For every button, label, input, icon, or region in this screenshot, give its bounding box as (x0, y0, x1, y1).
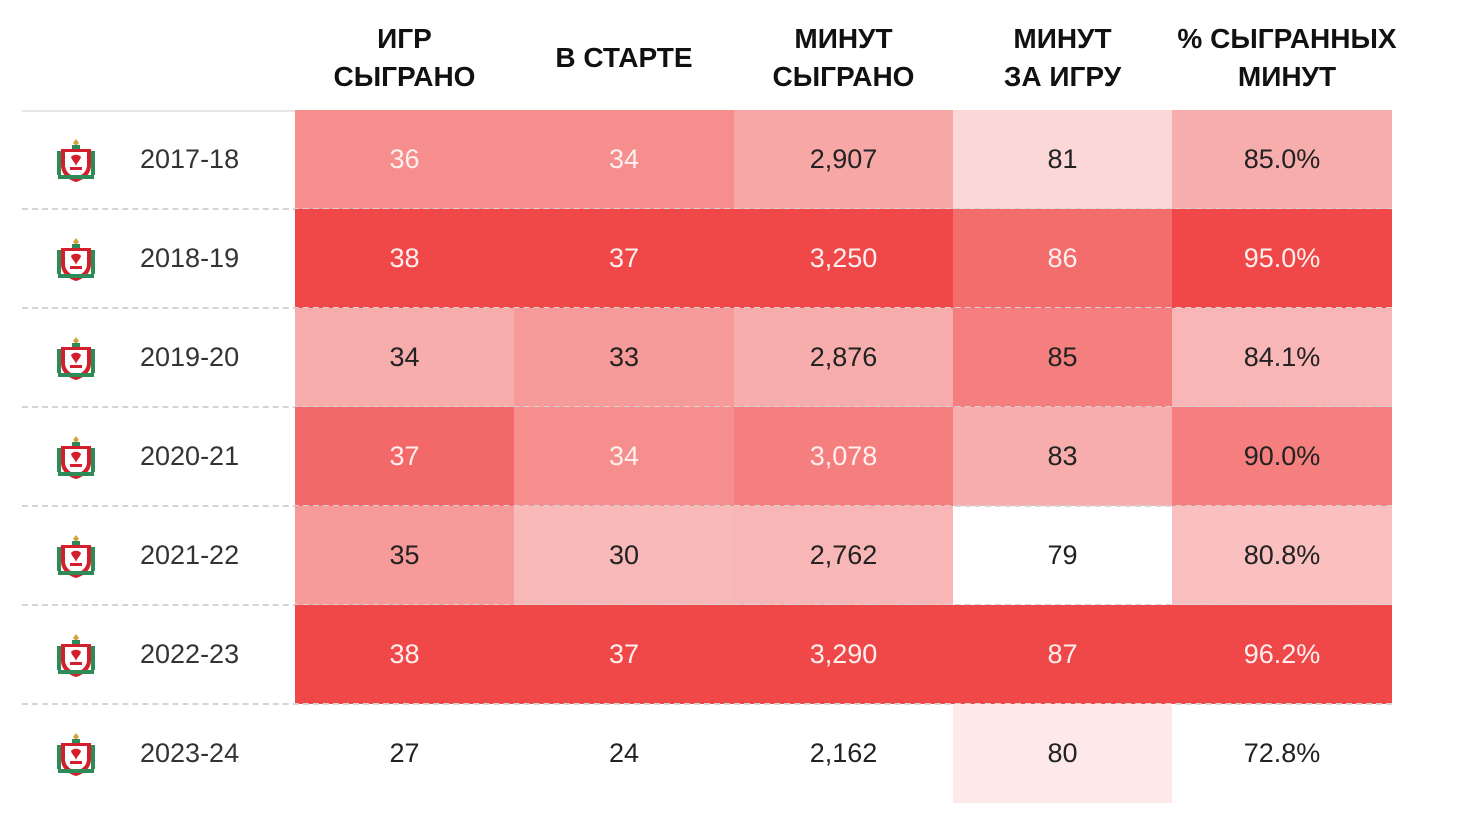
heat-cell-pct: 90.0% (1172, 407, 1392, 506)
liverpool-crest-icon (55, 434, 97, 480)
liverpool-crest-icon (55, 632, 97, 678)
heat-cell-per_game: 86 (953, 209, 1172, 308)
table-row: 2017-18 36 34 2,907 81 85.0% (0, 110, 1460, 209)
season-label: 2018-19 (140, 243, 240, 273)
row-divider (22, 703, 1392, 705)
heat-cell-minutes: 2,162 (809, 738, 878, 768)
column-header-played: ИГР СЫГРАНО (333, 23, 476, 92)
liverpool-crest-icon (55, 533, 97, 579)
heat-cell-pct: 80.8% (1172, 506, 1392, 605)
table-row: 2022-23 38 37 3,290 87 96.2% (0, 605, 1460, 704)
season-label: 2022-23 (140, 639, 240, 669)
heat-cell-per_game: 85 (953, 308, 1172, 407)
heat-cell-minutes: 3,078 (734, 407, 953, 506)
heat-cell-minutes: 2,907 (734, 110, 953, 209)
season-label: 2017-18 (140, 144, 240, 174)
table-row: 2019-20 34 33 2,876 85 84.1% (0, 308, 1460, 407)
liverpool-crest-icon (55, 335, 97, 381)
heat-cell-pct: 95.0% (1172, 209, 1392, 308)
table-row: 2021-22 35 30 2,762 79 80.8% (0, 506, 1460, 605)
heat-cell-pct: 84.1% (1172, 308, 1392, 407)
heat-cell-started: 34 (514, 407, 734, 506)
heat-cell-played: 37 (295, 407, 514, 506)
heat-cell-pct: 96.2% (1172, 605, 1392, 704)
heat-cell-started: 37 (514, 605, 734, 704)
heat-cell-started: 24 (608, 738, 640, 768)
heat-cell-per_game: 87 (953, 605, 1172, 704)
heat-cell-per_game: 83 (953, 407, 1172, 506)
heat-cell-started: 30 (514, 506, 734, 605)
table-row: 2020-21 37 34 3,078 83 90.0% (0, 407, 1460, 506)
season-label: 2019-20 (140, 342, 240, 372)
heat-cell-pct: 72.8% (1243, 738, 1321, 768)
liverpool-crest-icon (55, 137, 97, 183)
heat-cell-started: 33 (514, 308, 734, 407)
heat-cell-per_game: 81 (953, 110, 1172, 209)
heat-cell-played: 27 (389, 738, 420, 768)
heat-cell-started: 37 (514, 209, 734, 308)
heat-cell-per_game: 79 (1047, 540, 1078, 570)
heat-cell-minutes: 3,290 (734, 605, 953, 704)
column-header-started: В СТАРТЕ (555, 42, 693, 73)
column-header-minutes: МИНУТ СЫГРАНО (772, 23, 915, 92)
season-label: 2021-22 (140, 540, 240, 570)
table-header: ИГР СЫГРАНО В СТАРТЕ МИНУТ СЫГРАНО МИНУТ… (0, 0, 1460, 110)
liverpool-crest-icon (55, 236, 97, 282)
heat-cell-played: 35 (295, 506, 514, 605)
heat-cell-minutes: 2,876 (734, 308, 953, 407)
heat-cell-played: 38 (295, 209, 514, 308)
heat-cell-minutes: 3,250 (734, 209, 953, 308)
heat-cell-played: 36 (295, 110, 514, 209)
season-label: 2023-24 (140, 738, 240, 768)
heat-cell-played: 34 (295, 308, 514, 407)
table-row: 2023-24 27 24 2,162 80 72.8% (0, 704, 1460, 803)
table-row: 2018-19 38 37 3,250 86 95.0% (0, 209, 1460, 308)
liverpool-crest-icon (55, 731, 97, 777)
column-header-per-game: МИНУТ ЗА ИГРУ (1003, 23, 1122, 92)
heat-cell-started: 34 (514, 110, 734, 209)
heat-cell-pct: 85.0% (1172, 110, 1392, 209)
heat-cell-per_game: 80 (953, 704, 1172, 803)
season-label: 2020-21 (140, 441, 240, 471)
column-header-pct: % СЫГРАННЫХ МИНУТ (1177, 23, 1397, 92)
heat-cell-minutes: 2,762 (734, 506, 953, 605)
heat-cell-played: 38 (295, 605, 514, 704)
